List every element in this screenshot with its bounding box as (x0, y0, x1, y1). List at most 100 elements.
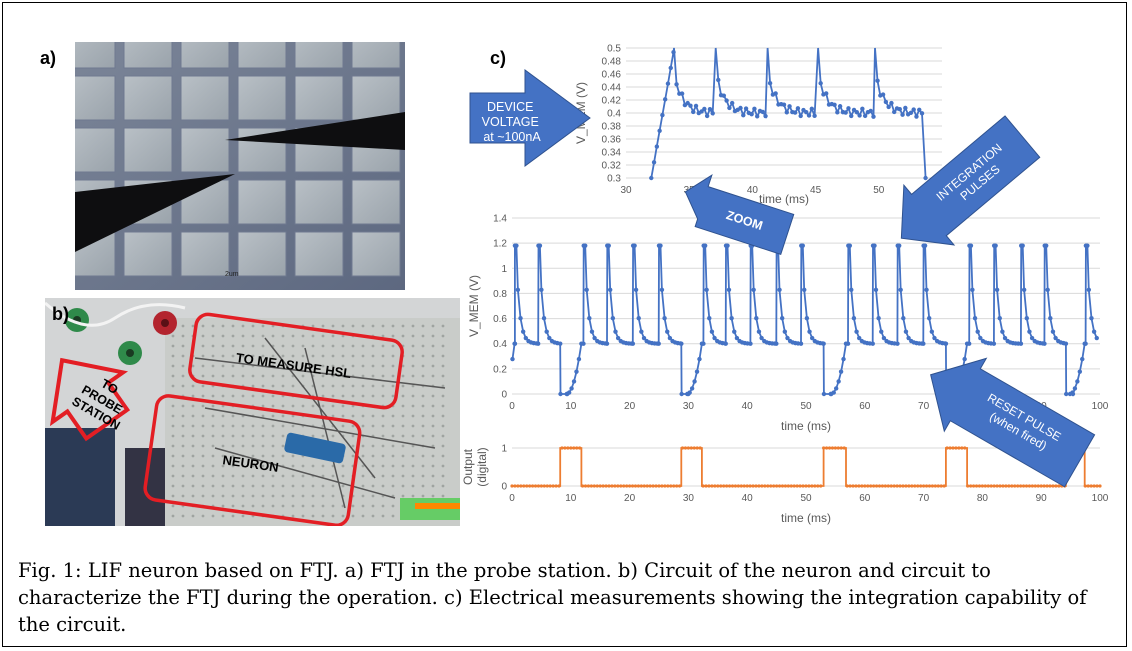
x-tick-label: 90 (1036, 493, 1048, 504)
data-point (818, 81, 823, 86)
data-point (848, 484, 852, 488)
data-point (849, 287, 854, 292)
data-point (654, 144, 660, 149)
data-point (576, 356, 582, 362)
data-point (645, 484, 649, 488)
data-point (572, 446, 576, 450)
x-tick-label: 50 (800, 493, 812, 504)
data-point (732, 329, 737, 334)
y-axis-title: Output(digital) (461, 447, 489, 486)
data-point (866, 484, 870, 488)
x-axis-title: time (ms) (759, 192, 809, 206)
data-point (1002, 335, 1008, 341)
data-point (822, 446, 826, 450)
data-point (523, 335, 529, 341)
data-point (729, 316, 734, 321)
data-point (802, 287, 807, 292)
data-point (1054, 484, 1058, 488)
data-point (1089, 316, 1094, 321)
data-point (974, 484, 979, 488)
data-point (819, 484, 823, 488)
data-point (832, 102, 837, 107)
data-point (513, 484, 517, 488)
data-point (877, 484, 882, 488)
data-point (739, 484, 743, 488)
ftj-pad (75, 127, 116, 173)
data-point (948, 446, 952, 450)
data-point (945, 446, 949, 450)
data-point (701, 484, 705, 488)
data-point (917, 107, 922, 112)
data-point (1077, 369, 1083, 374)
data-point (784, 110, 789, 115)
data-point (1070, 391, 1076, 397)
data-point (831, 390, 836, 395)
data-point (821, 391, 827, 397)
data-point (833, 446, 838, 450)
data-point (930, 484, 935, 488)
data-point (725, 243, 730, 248)
data-point (528, 484, 532, 488)
data-point (1019, 484, 1023, 488)
data-point (726, 287, 732, 292)
data-point (1016, 484, 1020, 488)
data-point (924, 484, 929, 488)
data-point (751, 484, 755, 488)
data-point (662, 97, 668, 102)
ftj-pad (123, 42, 173, 69)
data-point (604, 484, 608, 488)
data-point (663, 484, 667, 488)
data-point (927, 484, 932, 488)
data-point (630, 484, 635, 488)
data-point (845, 484, 849, 488)
data-point (898, 287, 903, 292)
data-point (993, 243, 998, 248)
data-point (727, 105, 732, 111)
data-point (752, 106, 757, 112)
y-tick-label: 0.5 (607, 44, 621, 55)
data-point (580, 484, 585, 488)
data-point (1063, 391, 1069, 397)
data-point (833, 386, 839, 391)
data-point (1051, 484, 1055, 488)
y-tick-label: 0.44 (602, 83, 622, 94)
data-point (907, 484, 911, 488)
data-point (806, 113, 812, 118)
data-point (607, 484, 611, 488)
ftj-pad (351, 42, 401, 69)
data-point (754, 316, 759, 321)
data-point (991, 341, 997, 346)
data-point (986, 484, 990, 488)
y-tick-label: 1 (501, 264, 507, 275)
data-point (688, 103, 693, 108)
data-point (868, 108, 873, 114)
data-point (774, 341, 779, 346)
data-point (901, 316, 906, 321)
data-point (954, 446, 958, 450)
data-point (966, 484, 970, 488)
data-point (679, 341, 684, 346)
circuit-photo: TO PROBE STATION TO MEASURE HSL NEURON (45, 298, 460, 526)
data-point (1086, 484, 1090, 488)
data-point (766, 484, 770, 488)
data-point (698, 446, 702, 450)
data-point (919, 484, 923, 488)
data-point (633, 484, 638, 488)
data-point (763, 113, 768, 119)
data-point (869, 484, 873, 488)
data-point (632, 243, 637, 248)
data-point (539, 287, 544, 292)
data-point (756, 329, 762, 334)
ftj-pad (75, 75, 116, 121)
ftj-pad (237, 179, 287, 225)
data-point (900, 112, 905, 117)
data-point (514, 243, 519, 248)
ftj-pad (180, 75, 230, 121)
data-point (575, 446, 579, 450)
y-tick-label: 0.38 (602, 122, 622, 133)
data-point (601, 484, 605, 488)
data-point (895, 341, 900, 346)
x-tick-label: 45 (810, 185, 822, 196)
y-tick-label: 0.48 (602, 57, 622, 68)
y-tick-label: 0 (501, 482, 507, 493)
